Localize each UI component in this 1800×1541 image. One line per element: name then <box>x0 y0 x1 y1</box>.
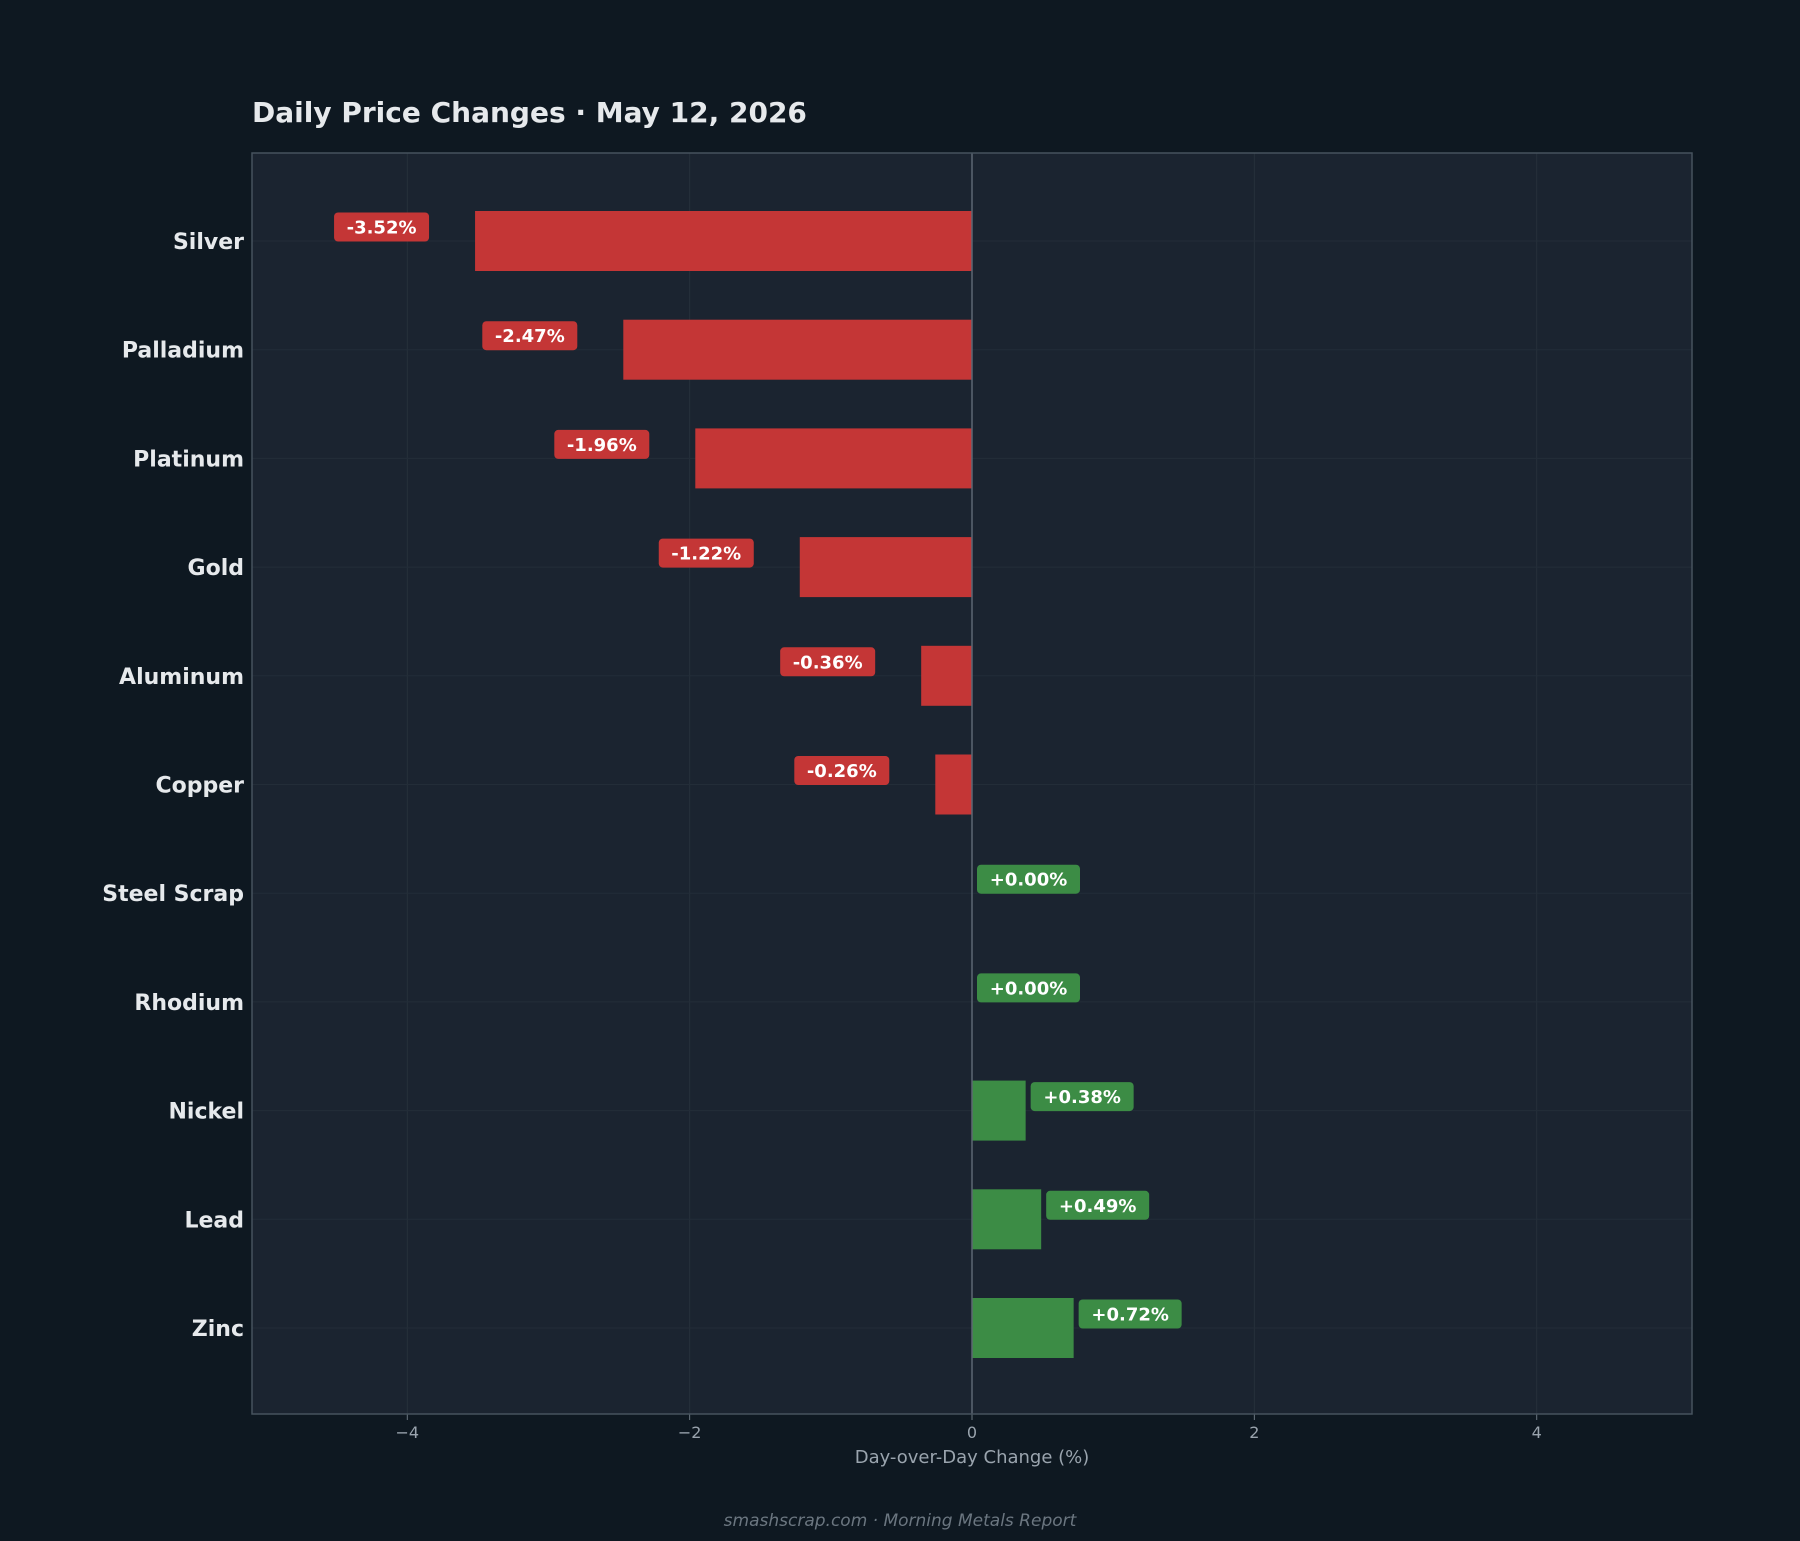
value-label-text: +0.00% <box>990 870 1068 891</box>
category-label: Silver <box>173 230 244 255</box>
bar <box>972 1080 1026 1141</box>
category-labels: Silver Palladium Platinum Gold Aluminum Coppe… <box>102 230 244 1342</box>
value-label: -2.47% <box>482 321 578 351</box>
value-label-text: -3.52% <box>347 218 417 239</box>
value-label-text: +0.72% <box>1091 1305 1169 1326</box>
category-label: Zinc <box>192 1317 244 1342</box>
value-label-pill <box>554 429 650 459</box>
value-label: -1.96% <box>554 429 650 459</box>
value-label-text: -2.47% <box>495 326 565 347</box>
bar <box>475 211 972 271</box>
value-label: +0.00% <box>977 864 1080 894</box>
x-axis-ticks: −4 −2 0 2 4 <box>395 1414 1542 1442</box>
category-label: Steel Scrap <box>102 882 244 907</box>
value-label: -1.22% <box>658 538 754 568</box>
value-label: -0.36% <box>780 647 876 677</box>
x-tick-label: 4 <box>1532 1423 1542 1442</box>
value-label-text: +0.38% <box>1043 1087 1121 1108</box>
value-label-pill <box>1046 1190 1150 1220</box>
value-label-pill <box>1030 1082 1134 1112</box>
value-label-text: -0.26% <box>807 761 877 782</box>
plot-border <box>251 152 1693 1415</box>
value-label-text: -1.96% <box>567 435 637 456</box>
x-axis-title: Day-over-Day Change (%) <box>855 1447 1090 1468</box>
category-label: Palladium <box>122 339 244 364</box>
category-label: Lead <box>184 1208 244 1233</box>
value-label-text: +0.00% <box>990 978 1068 999</box>
value-label-pill <box>658 538 754 568</box>
category-label: Gold <box>188 556 244 581</box>
x-tick-label: 0 <box>967 1423 977 1442</box>
chart-title: Daily Price Changes · May 12, 2026 <box>252 96 807 129</box>
category-label: Nickel <box>169 1100 245 1125</box>
value-label: +0.49% <box>1046 1190 1150 1220</box>
bar <box>935 754 972 815</box>
bar <box>921 645 972 706</box>
bars <box>475 211 1074 1358</box>
category-label: Aluminum <box>119 665 244 690</box>
bar <box>623 319 972 380</box>
bar <box>972 1298 1074 1358</box>
category-label: Copper <box>155 774 244 799</box>
bar <box>695 428 972 489</box>
bar <box>972 1189 1042 1250</box>
value-label-pill <box>780 647 876 677</box>
value-label-pill <box>977 973 1080 1003</box>
value-label-pill <box>1078 1299 1182 1329</box>
value-label-text: -1.22% <box>671 544 741 565</box>
value-label-pill <box>977 864 1080 894</box>
value-label: +0.38% <box>1030 1082 1134 1112</box>
value-label: +0.72% <box>1078 1299 1182 1329</box>
bar <box>799 537 972 598</box>
value-label: -3.52% <box>334 212 430 242</box>
value-label-text: +0.49% <box>1059 1196 1137 1217</box>
x-tick-label: −2 <box>678 1423 702 1442</box>
value-label-pill <box>482 321 578 351</box>
value-label-pill <box>334 212 430 242</box>
value-label-pill <box>794 756 890 785</box>
value-labels: -3.52% -2.47% -1.96% -1.22% -0.36% -0.26% +0.0… <box>334 212 1182 1329</box>
x-tick-label: −4 <box>395 1423 419 1442</box>
x-tick-label: 2 <box>1249 1423 1259 1442</box>
category-label: Platinum <box>133 447 244 472</box>
value-label: +0.00% <box>977 973 1080 1003</box>
footer-text: smashscrap.com · Morning Metals Report <box>724 1511 1078 1531</box>
value-label-text: -0.36% <box>793 652 863 673</box>
category-label: Rhodium <box>134 991 244 1016</box>
value-label: -0.26% <box>794 756 890 785</box>
